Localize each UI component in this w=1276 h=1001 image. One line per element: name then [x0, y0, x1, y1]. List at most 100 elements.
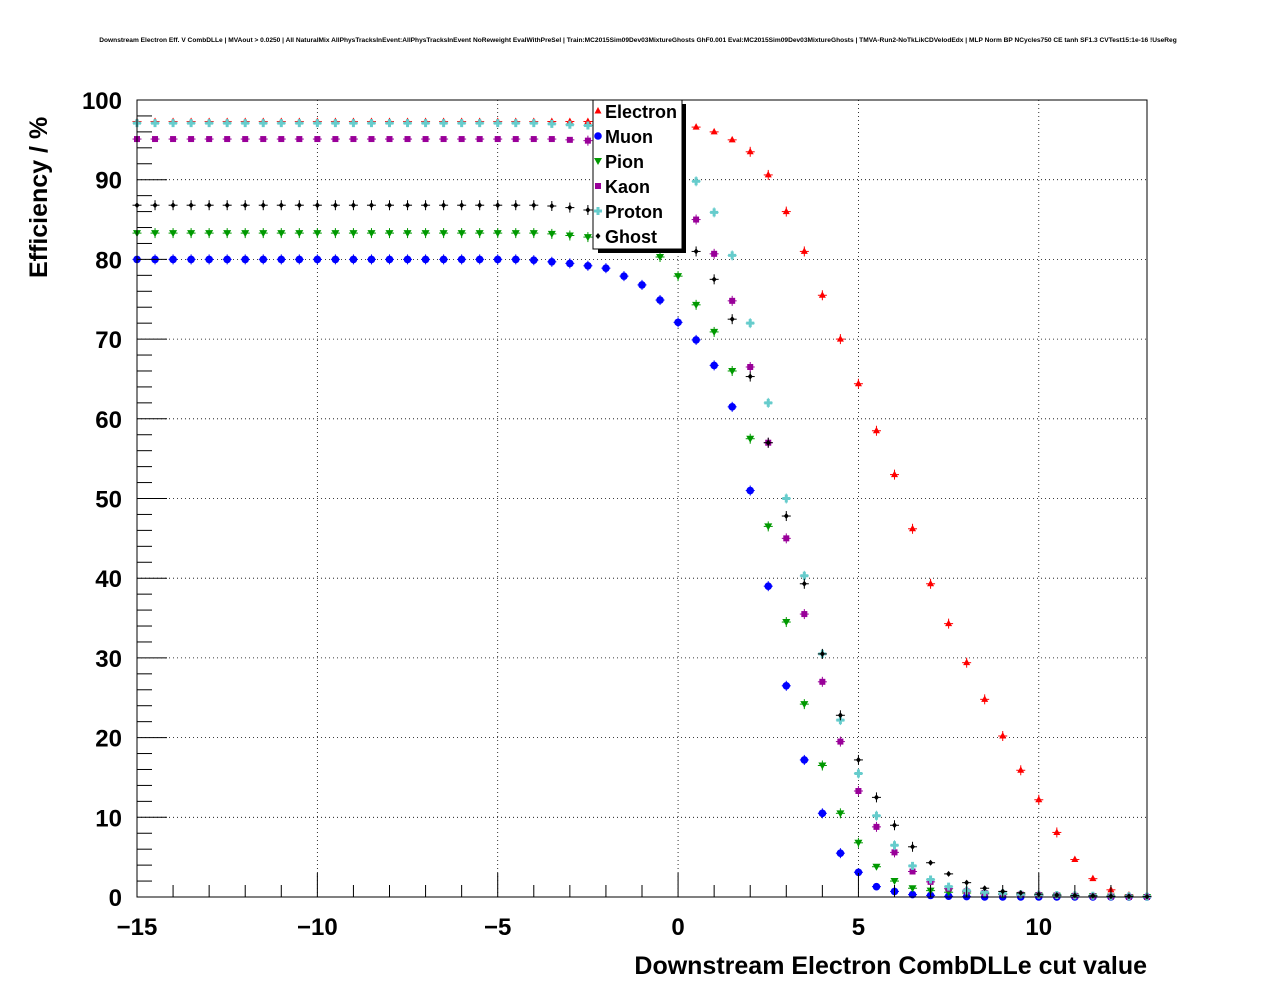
- data-point: [439, 255, 448, 264]
- data-point: [531, 202, 537, 209]
- data-point: [800, 701, 809, 709]
- data-point: [278, 202, 284, 209]
- data-point: [566, 136, 573, 143]
- legend-label-ghost: Ghost: [605, 227, 657, 247]
- data-point: [782, 494, 791, 503]
- data-point: [278, 136, 285, 143]
- data-point: [169, 255, 177, 264]
- circle-marker: [872, 882, 881, 891]
- data-point: [548, 136, 555, 143]
- data-point: [549, 203, 555, 210]
- diamond-marker: [982, 885, 988, 892]
- triangle-up-marker: [1017, 766, 1025, 773]
- data-point: [459, 202, 465, 209]
- data-point: [836, 335, 844, 342]
- legend-marker-ghost: [595, 233, 601, 239]
- diamond-marker: [567, 204, 573, 211]
- square-marker: [711, 250, 718, 257]
- data-point: [692, 336, 700, 344]
- circle-marker: [836, 849, 845, 857]
- legend-label-muon: Muon: [605, 127, 653, 147]
- data-point: [349, 255, 358, 264]
- triangle-down-marker: [583, 234, 592, 242]
- data-point: [259, 255, 268, 264]
- data-point: [565, 232, 574, 240]
- triangle-up-marker: [872, 426, 880, 434]
- square-marker: [801, 611, 808, 618]
- data-point: [332, 136, 339, 143]
- data-point: [169, 119, 178, 128]
- diamond-marker: [873, 794, 879, 801]
- circle-marker: [169, 255, 177, 264]
- circle-marker: [457, 255, 466, 264]
- data-point: [476, 136, 483, 143]
- circle-marker: [385, 255, 394, 264]
- data-point: [296, 136, 303, 143]
- square-marker: [548, 136, 555, 143]
- y-tick-label: 30: [95, 646, 122, 673]
- data-point: [529, 230, 538, 238]
- diamond-marker: [928, 859, 934, 866]
- circle-marker: [548, 257, 556, 266]
- data-point: [205, 119, 214, 128]
- cross-marker: [926, 875, 935, 884]
- data-point: [926, 875, 935, 884]
- data-point: [457, 255, 466, 264]
- data-point: [441, 202, 447, 209]
- triangle-up-marker: [981, 695, 989, 702]
- data-point: [782, 681, 791, 690]
- cross-marker: [385, 119, 394, 128]
- diamond-marker: [910, 843, 916, 850]
- data-point: [152, 136, 159, 143]
- diamond-marker: [188, 202, 194, 209]
- data-point: [260, 136, 267, 143]
- data-point: [421, 119, 430, 128]
- x-tick-label: 5: [852, 914, 865, 941]
- diamond-marker: [260, 202, 266, 209]
- cross-marker: [944, 882, 953, 891]
- triangle-up-marker: [1035, 795, 1043, 803]
- data-point: [1126, 893, 1132, 900]
- data-point: [385, 230, 394, 238]
- data-point: [511, 255, 520, 264]
- y-tick-label: 0: [109, 885, 122, 912]
- data-point: [259, 230, 268, 238]
- square-marker: [206, 136, 213, 143]
- data-point: [602, 264, 610, 272]
- diamond-marker: [441, 202, 447, 209]
- data-point: [493, 119, 502, 128]
- data-point: [728, 135, 736, 143]
- data-point: [205, 255, 213, 264]
- triangle-down-marker: [656, 254, 665, 262]
- data-point: [404, 136, 411, 143]
- data-point: [313, 230, 322, 238]
- triangle-down-marker: [674, 273, 683, 281]
- triangle-down-marker: [475, 230, 484, 238]
- cross-marker: [277, 119, 286, 128]
- triangle-down-marker: [836, 810, 845, 818]
- circle-marker: [349, 255, 358, 264]
- data-point: [764, 582, 773, 590]
- data-point: [692, 177, 701, 186]
- data-point: [728, 251, 737, 260]
- diamond-marker: [1018, 890, 1024, 897]
- data-point: [314, 136, 321, 143]
- data-point: [801, 611, 808, 618]
- triangle-up-marker: [710, 127, 718, 135]
- data-point: [837, 712, 843, 719]
- triangle-up-marker: [818, 291, 826, 298]
- diamond-marker: [1126, 893, 1132, 900]
- data-point: [567, 204, 573, 211]
- data-point: [187, 230, 196, 238]
- series-ghost: [132, 200, 1152, 900]
- cross-marker: [782, 494, 791, 503]
- diamond-marker: [242, 202, 248, 209]
- triangle-down-marker: [728, 367, 737, 375]
- data-point: [277, 255, 286, 264]
- data-point: [385, 119, 394, 128]
- cross-marker: [511, 119, 520, 128]
- diamond-marker: [595, 233, 601, 239]
- data-point: [241, 119, 250, 128]
- data-point: [908, 861, 917, 870]
- data-point: [188, 202, 194, 209]
